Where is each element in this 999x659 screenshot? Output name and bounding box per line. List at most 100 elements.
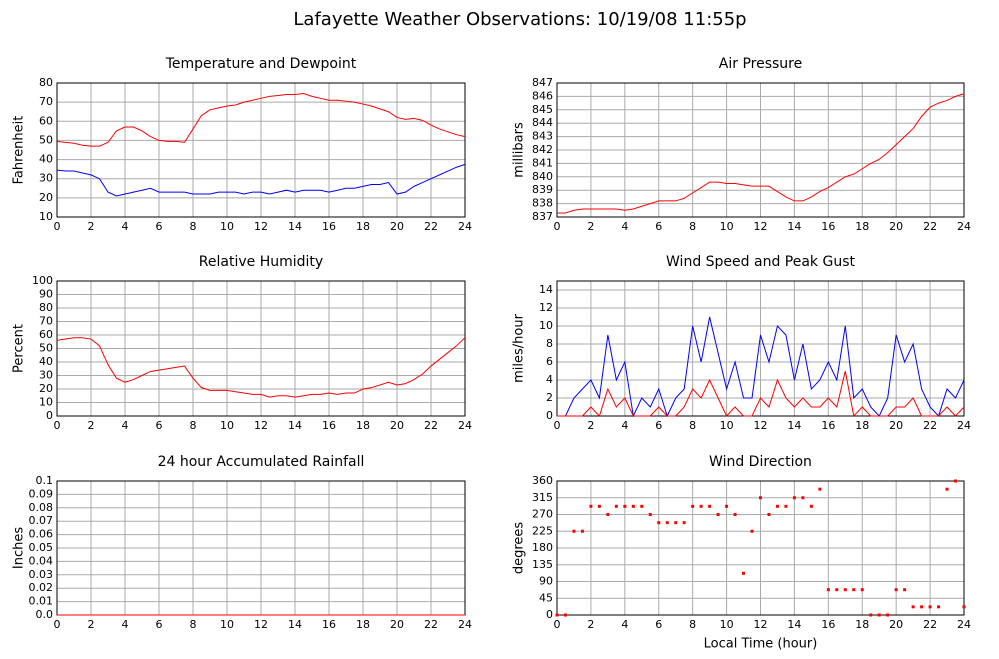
x-tick-label: 10 [220,618,234,631]
x-tick-label: 8 [190,220,197,233]
x-tick-label: 6 [156,419,163,432]
x-tick-label: 0 [54,220,61,233]
y-tick-label: 0.09 [29,487,54,500]
x-tick-label: 16 [322,618,336,631]
x-tick-label: 20 [390,220,404,233]
chart-title: Wind Direction [709,454,812,470]
y-tick-label: 0.07 [29,514,54,527]
data-point [818,487,822,491]
x-tick-label: 0 [554,220,561,233]
y-tick-label: 90 [39,288,53,301]
data-point [809,504,813,508]
data-point [716,513,720,516]
data-line [557,93,965,214]
data-point [597,504,601,508]
data-point [614,504,618,508]
data-point [835,588,839,592]
data-line [56,93,466,147]
y-tick-label: 841 [532,156,553,169]
x-tick-label: 18 [356,419,370,432]
x-tick-label: 4 [621,419,628,432]
data-point [708,504,712,508]
data-point [775,504,779,508]
data-point [945,487,949,491]
y-axis-label: millibars [512,122,527,178]
data-point [563,613,567,617]
y-axis-label: miles/hour [512,313,527,382]
y-axis-label: Inches [12,527,27,569]
data-point [860,588,864,592]
x-tick-label: 4 [122,618,129,631]
y-tick-label: 70 [39,95,53,108]
x-tick-label: 22 [424,618,438,631]
y-tick-label: 225 [532,524,553,537]
x-tick-label: 6 [655,419,662,432]
x-tick-label: 16 [821,618,835,631]
x-tick-label: 24 [458,419,472,432]
x-tick-label: 16 [322,220,336,233]
data-point [750,529,754,533]
data-point [623,504,627,508]
y-tick-label: 30 [39,369,53,382]
x-tick-label: 22 [923,618,937,631]
y-axis-label: Fahrenheit [12,116,27,185]
y-tick-label: 0.0 [36,608,54,621]
data-point [572,529,576,533]
y-tick-label: 0.03 [29,568,54,581]
y-tick-label: 40 [39,355,53,368]
x-tick-label: 24 [957,220,971,233]
x-tick-label: 2 [88,618,95,631]
data-point [682,521,686,525]
chart-title: Relative Humidity [199,254,323,270]
x-tick-label: 2 [88,419,95,432]
chart-title: 24 hour Accumulated Rainfall [158,454,365,470]
y-tick-label: 0.04 [29,554,54,567]
y-tick-label: 840 [532,170,553,183]
y-tick-label: 839 [532,183,553,196]
data-point [843,588,847,592]
x-tick-label: 12 [254,618,268,631]
x-tick-label: 8 [190,419,197,432]
x-tick-label: 4 [122,419,129,432]
data-line [557,316,965,418]
data-point [648,513,652,516]
y-tick-label: 8 [546,337,553,350]
data-line [56,163,466,197]
x-tick-label: 2 [587,220,594,233]
x-tick-label: 22 [923,220,937,233]
y-tick-label: 0 [46,409,53,422]
x-tick-label: 20 [889,419,903,432]
x-tick-label: 18 [855,618,869,631]
x-tick-label: 16 [322,419,336,432]
y-tick-label: 0 [546,608,553,621]
x-tick-label: 14 [288,419,302,432]
y-tick-label: 838 [532,197,553,210]
x-tick-label: 2 [587,618,594,631]
data-point [674,521,678,525]
x-tick-label: 0 [54,618,61,631]
x-tick-label: 6 [156,220,163,233]
y-tick-label: 2 [546,391,553,404]
y-tick-label: 360 [532,474,553,487]
x-tick-label: 6 [655,220,662,233]
chart-title: Wind Speed and Peak Gust [666,254,855,270]
data-point [826,588,830,592]
data-point [903,588,907,592]
data-point [733,513,737,516]
data-point [852,588,856,592]
x-tick-label: 14 [787,419,801,432]
x-tick-label: 4 [621,220,628,233]
x-tick-label: 16 [821,419,835,432]
x-tick-label: 16 [821,220,835,233]
data-point [640,504,644,508]
x-tick-label: 24 [458,220,472,233]
x-tick-label: 12 [254,419,268,432]
x-tick-label: 12 [754,618,768,631]
y-tick-label: 10 [39,396,53,409]
x-tick-label: 22 [424,419,438,432]
y-tick-label: 12 [539,301,553,314]
data-point [937,605,941,609]
x-tick-label: 14 [288,618,302,631]
plot-frame [56,280,466,417]
y-tick-label: 10 [39,210,53,223]
